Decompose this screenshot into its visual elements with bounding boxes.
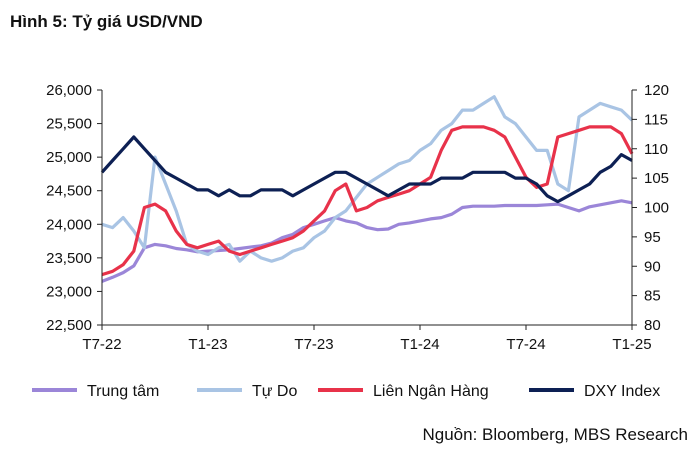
- left-tick-label: 22,500: [46, 317, 92, 334]
- legend: Trung tâm Tự Do Liên Ngân Hàng DXY Index: [32, 383, 660, 400]
- series-line-0: [101, 199, 633, 283]
- left-tick-label: 23,000: [46, 283, 92, 300]
- left-tick-label: 25,000: [46, 149, 92, 166]
- plot-lines: [100, 95, 634, 283]
- legend-label-2: Liên Ngân Hàng: [373, 383, 489, 400]
- x-tick-label: T1-23: [188, 336, 227, 353]
- x-tick-label: T1-24: [400, 336, 439, 353]
- right-tick-label: 85: [644, 288, 661, 305]
- x-tick-label: T7-23: [294, 336, 333, 353]
- x-tick-label: T1-25: [612, 336, 651, 353]
- left-tick-label: 24,500: [46, 183, 92, 200]
- axes: [97, 89, 637, 330]
- left-tick-label: 24,000: [46, 216, 92, 233]
- right-tick-label: 115: [644, 111, 668, 128]
- chart-title: Hình 5: Tỷ giá USD/VND: [10, 12, 203, 31]
- legend-label-3: DXY Index: [584, 383, 660, 400]
- x-tick-label: T7-24: [506, 336, 545, 353]
- right-tick-label: 105: [644, 170, 669, 187]
- series-line-3: [100, 135, 633, 204]
- right-tick-label: 100: [644, 200, 669, 217]
- right-tick-label: 90: [644, 258, 661, 275]
- left-tick-label: 23,500: [46, 250, 92, 267]
- tick-labels: 22,500 23,000 23,500 24,000 24,500 25,000 25,5…: [46, 82, 669, 353]
- right-tick-label: 120: [644, 82, 669, 99]
- right-tick-label: 80: [644, 317, 661, 334]
- source-note: Nguồn: Bloomberg, MBS Research: [422, 425, 688, 444]
- x-tick-label: T7-22: [82, 336, 121, 353]
- left-tick-label: 25,500: [46, 116, 92, 133]
- right-tick-label: 110: [644, 141, 668, 158]
- legend-label-0: Trung tâm: [87, 383, 159, 400]
- right-tick-label: 95: [644, 229, 661, 246]
- series-line-2: [101, 125, 634, 277]
- legend-label-1: Tự Do: [252, 383, 297, 400]
- left-tick-label: 26,000: [46, 82, 92, 99]
